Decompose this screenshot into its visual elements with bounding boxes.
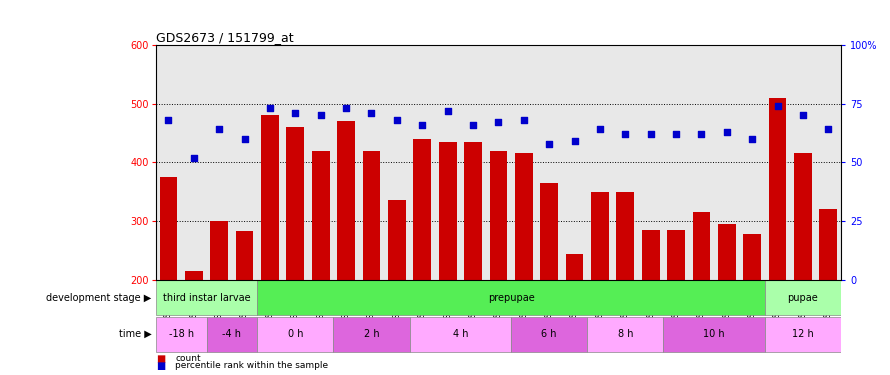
Bar	[409, 317, 511, 352]
Bar	[312, 150, 329, 279]
Bar	[765, 317, 841, 352]
Text: third instar larvae: third instar larvae	[163, 293, 250, 303]
Bar	[765, 280, 841, 315]
Point	[161, 117, 175, 123]
Bar	[362, 150, 380, 279]
Bar	[591, 192, 609, 279]
Bar	[210, 221, 228, 279]
Point	[542, 141, 556, 147]
Point	[238, 136, 252, 142]
Point	[187, 154, 201, 160]
Bar	[206, 317, 257, 352]
Point	[415, 122, 429, 128]
Point	[796, 112, 810, 118]
Text: pupae: pupae	[788, 293, 818, 303]
Point	[745, 136, 759, 142]
Point	[390, 117, 404, 123]
Point	[288, 110, 303, 116]
Bar	[743, 234, 761, 279]
Bar	[692, 212, 710, 279]
Point	[339, 105, 353, 111]
Bar	[642, 230, 659, 279]
Text: 6 h: 6 h	[541, 329, 557, 339]
Point	[619, 131, 633, 137]
Point	[491, 119, 506, 125]
Text: 4 h: 4 h	[453, 329, 468, 339]
Bar	[718, 224, 736, 279]
Point	[669, 131, 684, 137]
Text: percentile rank within the sample: percentile rank within the sample	[175, 361, 328, 370]
Text: prepupae: prepupae	[488, 293, 535, 303]
Bar	[159, 177, 177, 279]
Text: ■: ■	[156, 354, 165, 364]
Text: 8 h: 8 h	[618, 329, 633, 339]
Bar	[185, 271, 203, 279]
Bar	[617, 192, 635, 279]
Text: -18 h: -18 h	[168, 329, 194, 339]
Bar	[663, 317, 765, 352]
Point	[263, 105, 277, 111]
Bar	[769, 98, 787, 279]
Point	[771, 103, 785, 109]
Text: 2 h: 2 h	[364, 329, 379, 339]
Text: development stage ▶: development stage ▶	[46, 293, 151, 303]
Bar	[490, 150, 507, 279]
Point	[643, 131, 658, 137]
Text: ■: ■	[156, 361, 165, 370]
Bar	[511, 317, 587, 352]
Bar	[287, 127, 304, 279]
Point	[821, 126, 836, 132]
Point	[593, 126, 607, 132]
Point	[212, 126, 226, 132]
Bar	[587, 317, 663, 352]
Bar	[388, 200, 406, 279]
Bar	[257, 280, 765, 315]
Text: GDS2673 / 151799_at: GDS2673 / 151799_at	[156, 31, 294, 44]
Bar	[334, 317, 409, 352]
Text: time ▶: time ▶	[118, 329, 151, 339]
Bar	[668, 230, 685, 279]
Bar	[236, 231, 254, 279]
Text: 10 h: 10 h	[703, 329, 725, 339]
Text: count: count	[175, 354, 201, 363]
Text: -4 h: -4 h	[222, 329, 241, 339]
Bar	[515, 153, 532, 279]
Bar	[156, 280, 257, 315]
Text: 12 h: 12 h	[792, 329, 813, 339]
Point	[364, 110, 378, 116]
Point	[313, 112, 328, 118]
Bar	[337, 121, 355, 279]
Bar	[156, 317, 206, 352]
Bar	[413, 139, 431, 279]
Bar	[257, 317, 334, 352]
Point	[568, 138, 582, 144]
Bar	[540, 183, 558, 279]
Bar	[465, 142, 481, 279]
Bar	[261, 116, 279, 279]
Text: 0 h: 0 h	[287, 329, 303, 339]
Point	[517, 117, 531, 123]
Bar	[794, 153, 812, 279]
Bar	[566, 254, 584, 279]
Point	[441, 108, 455, 114]
Bar	[820, 209, 837, 279]
Point	[694, 131, 708, 137]
Point	[720, 129, 734, 135]
Bar	[439, 142, 457, 279]
Point	[465, 122, 480, 128]
